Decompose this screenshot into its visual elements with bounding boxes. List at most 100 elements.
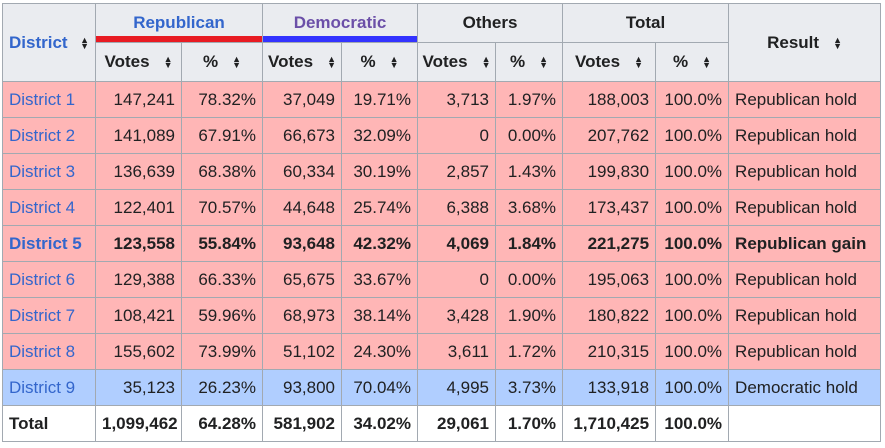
sort-icon[interactable]: ▲ ▼ xyxy=(163,54,173,70)
sort-icon[interactable]: ▲ ▼ xyxy=(232,54,242,70)
rep-votes-cell: 136,639 xyxy=(95,153,182,190)
sort-icon[interactable]: ▲ ▼ xyxy=(833,34,842,51)
tot-pct-header[interactable]: % ▲ ▼ xyxy=(655,42,730,82)
tot-pct-cell: 100.0% xyxy=(655,81,730,118)
rep-pct-cell: 70.57% xyxy=(181,189,263,226)
rep-pct-cell: 55.84% xyxy=(181,225,263,262)
table-row: District 3 136,639 68.38% 60,334 30.19% … xyxy=(2,153,882,190)
tot-pct-cell: 100.0% xyxy=(655,153,730,190)
table-row: District 6 129,388 66.33% 65,675 33.67% … xyxy=(2,261,882,298)
votes-label: Votes xyxy=(575,52,621,71)
rep-pct-cell: 67.91% xyxy=(181,117,263,154)
oth-votes-header[interactable]: Votes ▲ ▼ xyxy=(417,42,497,82)
district-link[interactable]: District 9 xyxy=(2,369,96,406)
dem-pct-header[interactable]: % ▲ ▼ xyxy=(340,42,419,82)
rep-pct-cell: 68.38% xyxy=(181,153,263,190)
oth-pct-header[interactable]: % ▲ ▼ xyxy=(495,42,564,82)
dem-votes-cell: 93,648 xyxy=(262,225,342,262)
rep-votes-cell: 122,401 xyxy=(95,189,182,226)
democratic-header-label: Democratic xyxy=(293,13,387,32)
district-link[interactable]: District 6 xyxy=(2,261,96,298)
total-header-label: Total xyxy=(625,13,666,32)
district-link[interactable]: District 5 xyxy=(2,225,96,262)
dem-votes-header[interactable]: Votes ▲ ▼ xyxy=(262,42,342,82)
result-column-header[interactable]: Result ▲ ▼ xyxy=(728,3,882,82)
sort-icon[interactable]: ▲ ▼ xyxy=(481,54,491,70)
district-link[interactable]: District 8 xyxy=(2,333,96,370)
district-link[interactable]: District 7 xyxy=(2,297,96,334)
oth-votes-cell: 3,428 xyxy=(417,297,497,334)
result-cell: Republican gain xyxy=(728,225,882,262)
result-cell: Republican hold xyxy=(728,261,882,298)
dem-votes-cell: 68,973 xyxy=(262,297,342,334)
sort-icon[interactable]: ▲ ▼ xyxy=(80,34,89,51)
district-link[interactable]: District 4 xyxy=(2,189,96,226)
oth-pct-cell: 3.73% xyxy=(495,369,564,406)
tot-pct-cell: 100.0% xyxy=(655,297,730,334)
dem-pct-cell: 33.67% xyxy=(340,261,419,298)
tot-votes-header[interactable]: Votes ▲ ▼ xyxy=(562,42,657,82)
tot-votes-total: 1,710,425 xyxy=(562,405,657,442)
sort-icon[interactable]: ▲ ▼ xyxy=(539,54,549,70)
rep-votes-header[interactable]: Votes ▲ ▼ xyxy=(95,42,182,82)
dem-votes-cell: 60,334 xyxy=(262,153,342,190)
pct-label: % xyxy=(673,52,689,71)
rep-votes-cell: 35,123 xyxy=(95,369,182,406)
rep-pct-cell: 66.33% xyxy=(181,261,263,298)
district-header-label: District xyxy=(9,32,68,52)
tot-pct-cell: 100.0% xyxy=(655,189,730,226)
rep-pct-header[interactable]: % ▲ ▼ xyxy=(181,42,263,82)
table-row: District 8 155,602 73.99% 51,102 24.30% … xyxy=(2,333,882,370)
pct-label: % xyxy=(360,52,376,71)
tot-pct-cell: 100.0% xyxy=(655,333,730,370)
table-row: District 5 123,558 55.84% 93,648 42.32% … xyxy=(2,225,882,262)
result-total-empty xyxy=(728,405,882,442)
result-cell: Republican hold xyxy=(728,117,882,154)
republican-header-label: Republican xyxy=(133,13,225,32)
rep-pct-cell: 26.23% xyxy=(181,369,263,406)
dem-pct-cell: 32.09% xyxy=(340,117,419,154)
tot-votes-cell: 207,762 xyxy=(562,117,657,154)
dem-votes-cell: 66,673 xyxy=(262,117,342,154)
rep-pct-total: 64.28% xyxy=(181,405,263,442)
dem-votes-cell: 37,049 xyxy=(262,81,342,118)
oth-pct-cell: 1.90% xyxy=(495,297,564,334)
table-row: District 1 147,241 78.32% 37,049 19.71% … xyxy=(2,81,882,118)
sort-icon[interactable]: ▲ ▼ xyxy=(702,54,712,70)
dem-votes-cell: 65,675 xyxy=(262,261,342,298)
result-cell: Democratic hold xyxy=(728,369,882,406)
sort-icon[interactable]: ▲ ▼ xyxy=(389,54,399,70)
tot-votes-cell: 173,437 xyxy=(562,189,657,226)
votes-label: Votes xyxy=(104,52,150,71)
oth-pct-cell: 1.72% xyxy=(495,333,564,370)
dem-votes-cell: 51,102 xyxy=(262,333,342,370)
oth-votes-cell: 0 xyxy=(417,117,497,154)
pct-label: % xyxy=(202,52,219,71)
dem-pct-cell: 30.19% xyxy=(340,153,419,190)
tot-votes-cell: 180,822 xyxy=(562,297,657,334)
dem-pct-cell: 19.71% xyxy=(340,81,419,118)
result-cell: Republican hold xyxy=(728,333,882,370)
oth-votes-cell: 2,857 xyxy=(417,153,497,190)
table-row: District 2 141,089 67.91% 66,673 32.09% … xyxy=(2,117,882,154)
republican-color-bar xyxy=(96,36,262,42)
district-link[interactable]: District 2 xyxy=(2,117,96,154)
dem-pct-cell: 70.04% xyxy=(340,369,419,406)
rep-votes-cell: 147,241 xyxy=(95,81,182,118)
sort-icon[interactable]: ▲ ▼ xyxy=(634,54,644,70)
oth-pct-cell: 1.84% xyxy=(495,225,564,262)
rep-votes-cell: 108,421 xyxy=(95,297,182,334)
rep-pct-cell: 59.96% xyxy=(181,297,263,334)
tot-pct-cell: 100.0% xyxy=(655,117,730,154)
district-column-header[interactable]: District ▲ ▼ xyxy=(2,3,96,82)
result-cell: Republican hold xyxy=(728,153,882,190)
dem-pct-cell: 38.14% xyxy=(340,297,419,334)
oth-votes-cell: 3,611 xyxy=(417,333,497,370)
oth-votes-cell: 0 xyxy=(417,261,497,298)
district-link[interactable]: District 1 xyxy=(2,81,96,118)
district-link[interactable]: District 3 xyxy=(2,153,96,190)
dem-pct-cell: 24.30% xyxy=(340,333,419,370)
result-cell: Republican hold xyxy=(728,297,882,334)
rep-votes-cell: 141,089 xyxy=(95,117,182,154)
sort-icon[interactable]: ▲ ▼ xyxy=(327,54,336,70)
